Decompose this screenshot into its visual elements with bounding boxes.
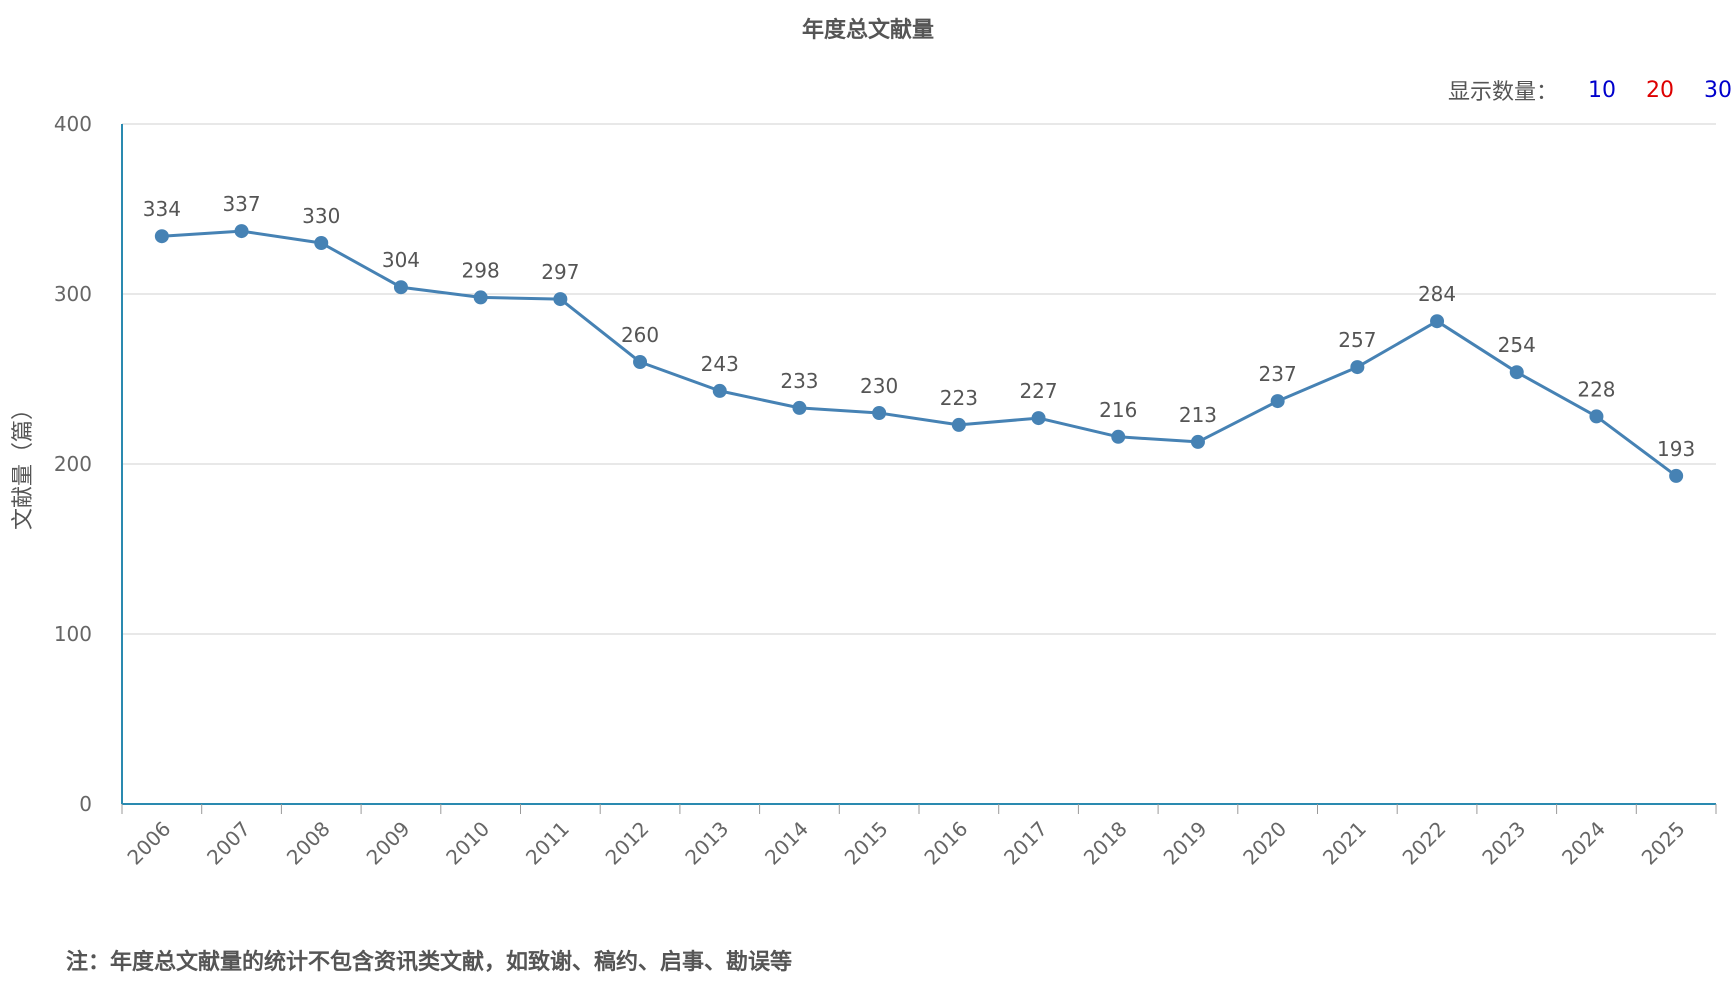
data-label: 230 [860, 374, 898, 398]
data-point [1589, 409, 1604, 424]
footnote: 注：年度总文献量的统计不包含资讯类文献，如致谢、稿约、启事、勘误等 [66, 950, 793, 975]
data-label: 193 [1657, 437, 1695, 461]
data-point [1350, 360, 1365, 375]
data-label: 237 [1259, 362, 1297, 386]
display-count-selector: 显示数量： 10 20 30 [1448, 74, 1732, 106]
data-label: 298 [462, 258, 500, 282]
data-point [633, 355, 648, 369]
data-point [1430, 314, 1445, 329]
data-label: 297 [541, 260, 579, 284]
data-point [234, 224, 249, 239]
x-tick-label: 2014 [760, 817, 813, 870]
data-point [553, 292, 568, 307]
series-line [161, 229, 1678, 478]
y-tick-label: 100 [54, 622, 92, 646]
y-axis-title: 文献量（篇） [11, 398, 36, 530]
line-chart: 0 100 200 300 400 文献量（篇） 2006 2007 2008 2009 2010 2… [11, 112, 1717, 870]
x-tick-label: 2017 [999, 817, 1052, 870]
data-point [1111, 429, 1126, 444]
data-label: 233 [780, 369, 818, 393]
data-point [951, 417, 966, 432]
x-tick-label: 2011 [521, 817, 574, 870]
x-tick-label: 2023 [1477, 817, 1530, 870]
data-label: 254 [1498, 333, 1536, 357]
x-tick-label: 2020 [1238, 817, 1291, 870]
x-tick-label: 2024 [1557, 817, 1610, 870]
y-tick-label: 300 [54, 282, 92, 306]
x-tick-label: 2021 [1318, 817, 1371, 870]
data-label: 227 [1019, 379, 1057, 403]
data-point [393, 280, 408, 295]
data-point [792, 400, 807, 415]
data-point [712, 383, 727, 398]
data-label: 228 [1577, 377, 1615, 401]
data-point [872, 406, 887, 420]
data-label: 284 [1418, 282, 1456, 306]
x-tick-label: 2018 [1079, 817, 1132, 870]
y-tick-label: 0 [79, 792, 92, 816]
data-point [1031, 411, 1046, 426]
x-tick-label: 2019 [1159, 817, 1212, 870]
x-tick-label: 2006 [122, 817, 175, 870]
y-tick-label: 400 [54, 112, 92, 136]
display-count-option-10[interactable]: 10 [1588, 77, 1616, 103]
data-label: 216 [1099, 398, 1137, 422]
display-count-label: 显示数量： [1447, 80, 1558, 105]
data-label: 330 [302, 204, 340, 228]
y-tick-label: 200 [54, 452, 92, 476]
data-label: 304 [382, 248, 420, 272]
x-tick-label: 2016 [919, 817, 972, 870]
data-point [1270, 394, 1285, 409]
data-label: 213 [1179, 403, 1217, 427]
x-tick-label: 2022 [1398, 817, 1451, 870]
x-tick-label: 2009 [362, 817, 415, 870]
data-point [1509, 365, 1524, 380]
data-label: 334 [143, 197, 181, 221]
x-tick-label: 2012 [601, 817, 654, 870]
data-label: 257 [1338, 328, 1376, 352]
display-count-option-20[interactable]: 20 [1646, 77, 1674, 103]
display-count-option-30[interactable]: 30 [1704, 77, 1732, 103]
data-point [473, 290, 488, 305]
chart-title: 年度总文献量 [801, 18, 934, 43]
data-point [154, 229, 169, 244]
data-label: 243 [701, 352, 739, 376]
x-tick-label: 2015 [840, 817, 893, 870]
data-point [314, 236, 329, 250]
data-label: 337 [222, 192, 260, 216]
data-label: 260 [621, 323, 659, 347]
x-tick-label: 2008 [282, 817, 335, 870]
data-point [1190, 434, 1205, 449]
x-tick-label: 2007 [202, 817, 255, 870]
x-tick-label: 2013 [680, 817, 733, 870]
x-tick-label: 2025 [1637, 817, 1690, 870]
data-point [1669, 468, 1684, 483]
x-tick-label: 2010 [441, 817, 494, 870]
data-label: 223 [940, 386, 978, 410]
